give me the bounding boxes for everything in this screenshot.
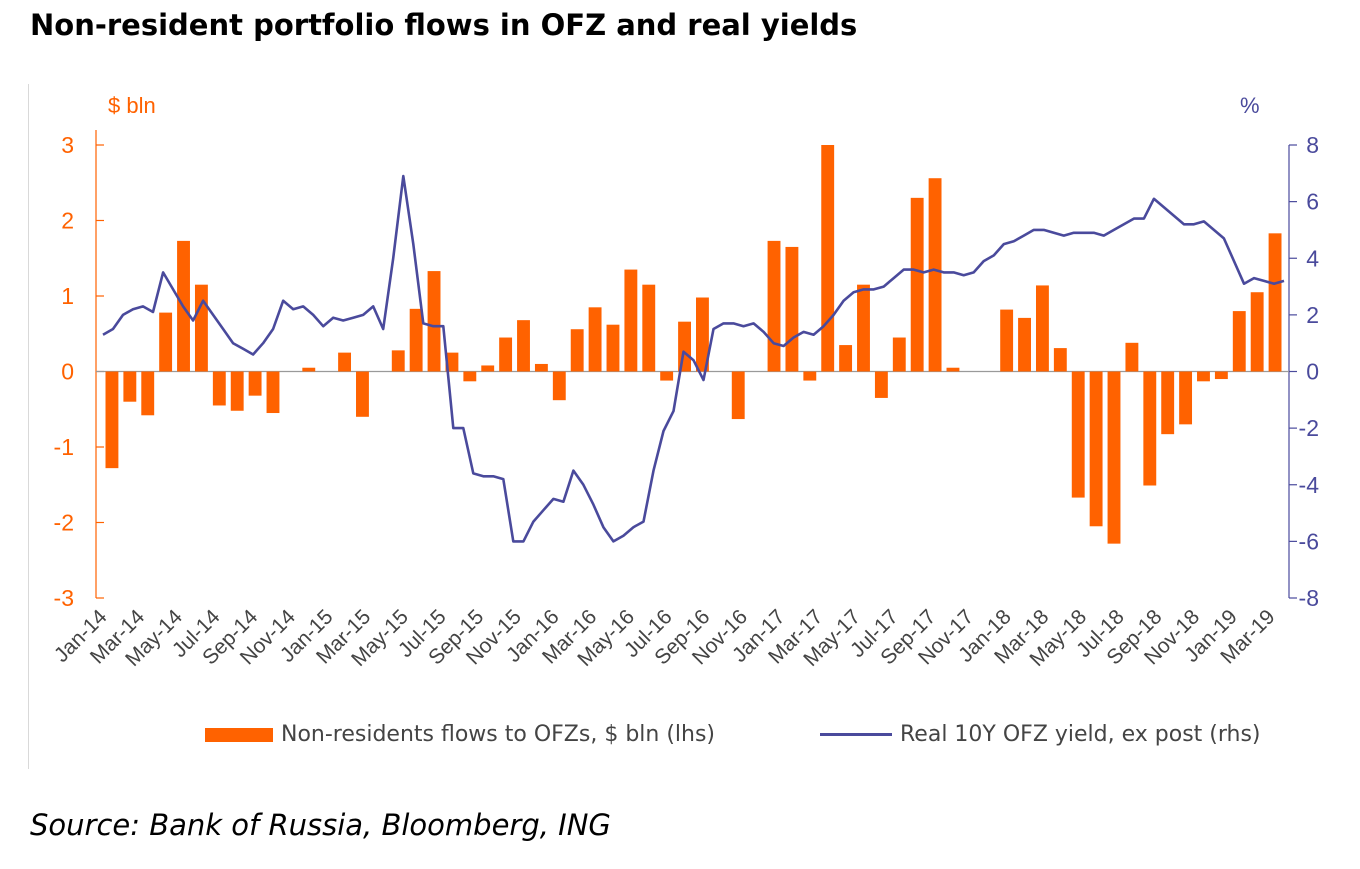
bar bbox=[892, 337, 906, 372]
bar bbox=[642, 284, 656, 372]
bar bbox=[1125, 342, 1139, 372]
right-tick-label: -6 bbox=[1299, 528, 1319, 554]
left-tick-label: 0 bbox=[61, 359, 74, 385]
bar bbox=[1071, 371, 1085, 498]
bar bbox=[785, 246, 799, 372]
bar bbox=[910, 197, 924, 372]
bar bbox=[481, 365, 495, 372]
legend-item-flows: Non-residents flows to OFZs, $ bln (lhs) bbox=[205, 722, 715, 747]
chart-title: Non-resident portfolio flows in OFZ and … bbox=[30, 8, 858, 42]
bar bbox=[1018, 317, 1031, 372]
right-tick-label: 8 bbox=[1306, 132, 1319, 158]
bar bbox=[803, 371, 817, 381]
right-tick-label: -2 bbox=[1299, 415, 1319, 441]
bar-series bbox=[105, 145, 1282, 544]
bar bbox=[1214, 371, 1228, 380]
bar bbox=[427, 271, 441, 372]
left-axis-ticks: 3 2 1 0 -1 -2 -3 bbox=[54, 132, 104, 611]
bar bbox=[302, 367, 316, 372]
bar bbox=[1035, 285, 1049, 372]
bar bbox=[1250, 292, 1264, 372]
bar bbox=[445, 352, 459, 372]
right-tick-label: 2 bbox=[1306, 302, 1319, 328]
legend-label-yield: Real 10Y OFZ yield, ex post (rhs) bbox=[900, 722, 1261, 747]
bar bbox=[230, 371, 244, 411]
bar bbox=[1053, 348, 1067, 372]
bar bbox=[1268, 233, 1282, 372]
bar bbox=[1107, 371, 1121, 544]
yield-line-series bbox=[102, 174, 1285, 543]
right-tick-label: -4 bbox=[1299, 472, 1320, 498]
bar bbox=[534, 363, 548, 372]
bar bbox=[409, 308, 423, 372]
right-axis-ticks: 8 6 4 2 0 -2 -4 -6 -8 bbox=[1289, 132, 1319, 611]
bar bbox=[857, 284, 870, 372]
bar bbox=[946, 367, 960, 372]
right-tick-label: -8 bbox=[1299, 585, 1319, 611]
bar bbox=[874, 371, 888, 398]
bar bbox=[1232, 311, 1246, 372]
bar bbox=[821, 145, 835, 372]
bar bbox=[1179, 371, 1193, 425]
bar bbox=[338, 352, 352, 372]
left-tick-label: 3 bbox=[61, 132, 74, 158]
bar bbox=[660, 371, 674, 381]
bar bbox=[696, 297, 709, 372]
left-tick-label: -3 bbox=[54, 585, 74, 611]
x-axis-labels: Jan-14Mar-14May-14Jul-14Sep-14Nov-14Jan-… bbox=[50, 605, 1280, 671]
left-tick-label: 2 bbox=[61, 208, 74, 234]
bar bbox=[928, 178, 942, 372]
bar bbox=[1089, 371, 1103, 527]
bar bbox=[552, 371, 566, 401]
bar bbox=[141, 371, 155, 416]
bar bbox=[678, 321, 691, 372]
bar bbox=[499, 337, 513, 372]
panel-border bbox=[28, 84, 29, 769]
bar bbox=[606, 324, 620, 372]
legend-label-flows: Non-residents flows to OFZs, $ bln (lhs) bbox=[281, 722, 716, 747]
bar bbox=[1000, 309, 1014, 372]
legend-bar-swatch bbox=[205, 727, 273, 742]
bar bbox=[1161, 371, 1175, 435]
bar bbox=[356, 371, 369, 417]
bar bbox=[248, 371, 262, 396]
bar bbox=[731, 371, 745, 420]
bar bbox=[463, 371, 477, 382]
legend-item-yield: Real 10Y OFZ yield, ex post (rhs) bbox=[820, 722, 1261, 747]
right-tick-label: 4 bbox=[1306, 245, 1319, 271]
bar bbox=[767, 240, 781, 372]
bar bbox=[123, 371, 137, 402]
right-axis-unit-label: % bbox=[1240, 93, 1260, 118]
left-tick-label: -1 bbox=[54, 434, 74, 460]
source-note: Source: Bank of Russia, Bloomberg, ING bbox=[30, 808, 611, 842]
left-tick-label: -2 bbox=[54, 510, 74, 536]
bar bbox=[570, 329, 584, 372]
bar bbox=[588, 307, 602, 372]
right-tick-label: 0 bbox=[1306, 359, 1319, 385]
left-axis-unit-label: $ bln bbox=[108, 93, 156, 118]
bar bbox=[105, 371, 119, 469]
legend-line-swatch bbox=[820, 733, 892, 736]
bar bbox=[624, 269, 638, 372]
bar bbox=[1143, 371, 1157, 486]
bar bbox=[266, 371, 280, 414]
right-tick-label: 6 bbox=[1306, 189, 1319, 215]
bar bbox=[1197, 371, 1210, 382]
bar bbox=[391, 350, 405, 372]
bar bbox=[517, 320, 530, 372]
bar bbox=[159, 312, 173, 372]
left-tick-label: 1 bbox=[61, 283, 74, 309]
bar bbox=[839, 345, 853, 372]
bar bbox=[212, 371, 226, 406]
bar bbox=[194, 284, 208, 372]
